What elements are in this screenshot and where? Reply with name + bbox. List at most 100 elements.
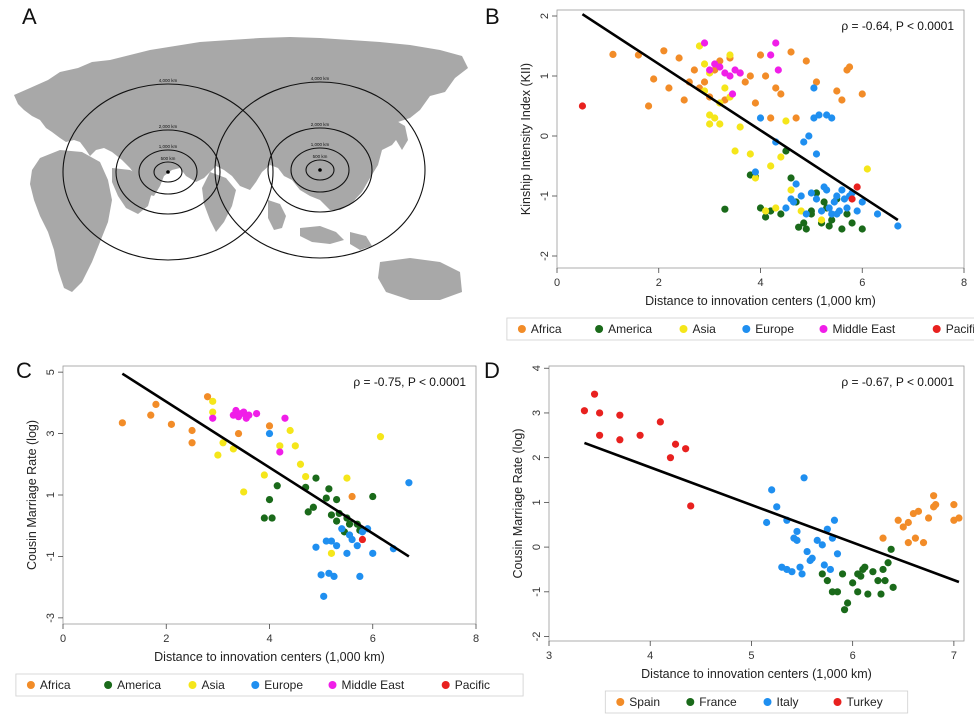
- data-point-asia: [214, 451, 222, 459]
- data-point-spain: [932, 501, 940, 509]
- legend-box: [604, 690, 909, 714]
- data-point-africa: [265, 422, 274, 430]
- data-point-asia: [782, 117, 790, 125]
- panel-letter-b: B: [485, 4, 500, 29]
- x-tick-label: 0: [554, 277, 560, 289]
- data-point-middle-east: [281, 414, 289, 422]
- y-tick-label: 5: [45, 369, 57, 375]
- legend-label: Italy: [777, 695, 799, 709]
- distance-ring-0-0: [153, 161, 183, 183]
- legend-marker: [742, 325, 751, 333]
- y-tick-label: -1: [539, 191, 551, 201]
- data-point-asia: [746, 150, 754, 158]
- data-point-asia: [706, 120, 714, 128]
- data-point-america: [848, 219, 856, 227]
- legend-marker: [104, 681, 113, 689]
- legend-marker: [763, 698, 772, 706]
- data-point-middle-east: [700, 39, 709, 47]
- data-point-asia: [700, 60, 709, 68]
- data-point-asia: [751, 174, 760, 182]
- data-point-africa: [675, 54, 683, 62]
- data-point-europe: [756, 114, 765, 122]
- distance-ring-1-3: [214, 81, 426, 259]
- data-point-middle-east: [767, 51, 775, 59]
- data-point-america: [761, 213, 770, 221]
- distance-ring-0-3: [62, 83, 274, 261]
- data-point-europe: [800, 138, 808, 146]
- x-tick-label: 3: [546, 650, 552, 662]
- y-tick-label: 1: [531, 499, 543, 505]
- data-point-america: [828, 216, 836, 224]
- data-point-europe: [789, 198, 798, 206]
- data-point-america: [260, 514, 268, 522]
- panel-letter-c: C: [16, 358, 32, 383]
- data-point-america: [345, 520, 354, 528]
- x-tick-label: 2: [656, 277, 662, 289]
- data-point-america: [312, 474, 320, 482]
- data-point-france: [864, 590, 872, 598]
- x-tick-label: 7: [951, 650, 957, 662]
- legend-marker: [833, 698, 842, 706]
- x-tick-label: 6: [850, 650, 856, 662]
- data-point-spain: [894, 516, 902, 524]
- eurasia-shape: [14, 37, 468, 210]
- correlation-annotation: ρ = -0.67, P < 0.0001: [841, 375, 954, 389]
- legend-label: America: [117, 678, 161, 692]
- distance-ring-label: 4,000 km: [311, 76, 330, 81]
- islands-shape-2: [350, 232, 372, 250]
- data-point-france: [833, 588, 842, 596]
- legend-marker: [595, 325, 604, 333]
- legend-label: Africa: [531, 322, 562, 336]
- data-point-spain: [904, 518, 912, 527]
- data-point-europe: [369, 549, 377, 557]
- data-point-europe: [802, 210, 810, 218]
- data-point-africa: [751, 99, 760, 107]
- data-point-europe: [322, 537, 330, 545]
- data-point-spain: [911, 534, 920, 542]
- data-point-turkey: [636, 431, 644, 439]
- x-tick-label: 4: [757, 277, 763, 289]
- data-point-asia: [863, 165, 871, 173]
- data-point-europe: [312, 543, 320, 551]
- data-point-asia: [302, 472, 310, 481]
- data-point-europe: [807, 189, 815, 197]
- data-point-africa: [838, 96, 846, 104]
- y-tick-label: -2: [539, 251, 551, 261]
- y-tick-label: 4: [531, 365, 543, 371]
- distance-ring-0-1: [138, 149, 198, 195]
- legend-label: France: [699, 695, 737, 709]
- data-point-africa: [767, 114, 775, 122]
- data-point-europe: [338, 525, 346, 533]
- data-point-europe: [830, 198, 838, 206]
- legend-marker: [441, 681, 450, 689]
- data-point-africa: [348, 492, 356, 501]
- data-point-italy: [833, 550, 842, 558]
- data-point-asia: [286, 426, 294, 435]
- data-point-europe: [833, 210, 841, 218]
- data-point-europe: [833, 192, 841, 200]
- data-point-africa: [756, 51, 765, 59]
- data-point-europe: [356, 572, 364, 580]
- data-point-france: [869, 568, 877, 576]
- correlation-annotation: ρ = -0.64, P < 0.0001: [841, 19, 954, 33]
- chart-panel-c: 0 2 4 6 8 5 3 1 -1 -3 Distance to innovation cente…: [15, 365, 524, 697]
- legend-marker: [819, 325, 828, 333]
- innovation-center-dot: [166, 170, 170, 174]
- data-point-europe: [825, 204, 833, 212]
- distance-ring-label: 4,000 km: [159, 78, 178, 83]
- y-tick-label: 2: [539, 13, 551, 19]
- data-point-middle-east: [237, 410, 245, 418]
- data-point-america: [721, 205, 729, 213]
- data-point-pacific: [578, 102, 587, 110]
- data-point-europe: [333, 542, 341, 550]
- data-point-france: [879, 565, 887, 574]
- distance-ring-label: 1,000 km: [159, 144, 178, 149]
- data-point-africa: [690, 66, 698, 74]
- data-point-turkey: [590, 390, 599, 398]
- data-point-asia: [209, 408, 217, 416]
- data-point-turkey: [596, 409, 604, 417]
- data-point-africa: [680, 96, 688, 104]
- data-point-france: [861, 563, 869, 571]
- y-axis-label: Cousin Marriage Rate (log): [511, 428, 525, 578]
